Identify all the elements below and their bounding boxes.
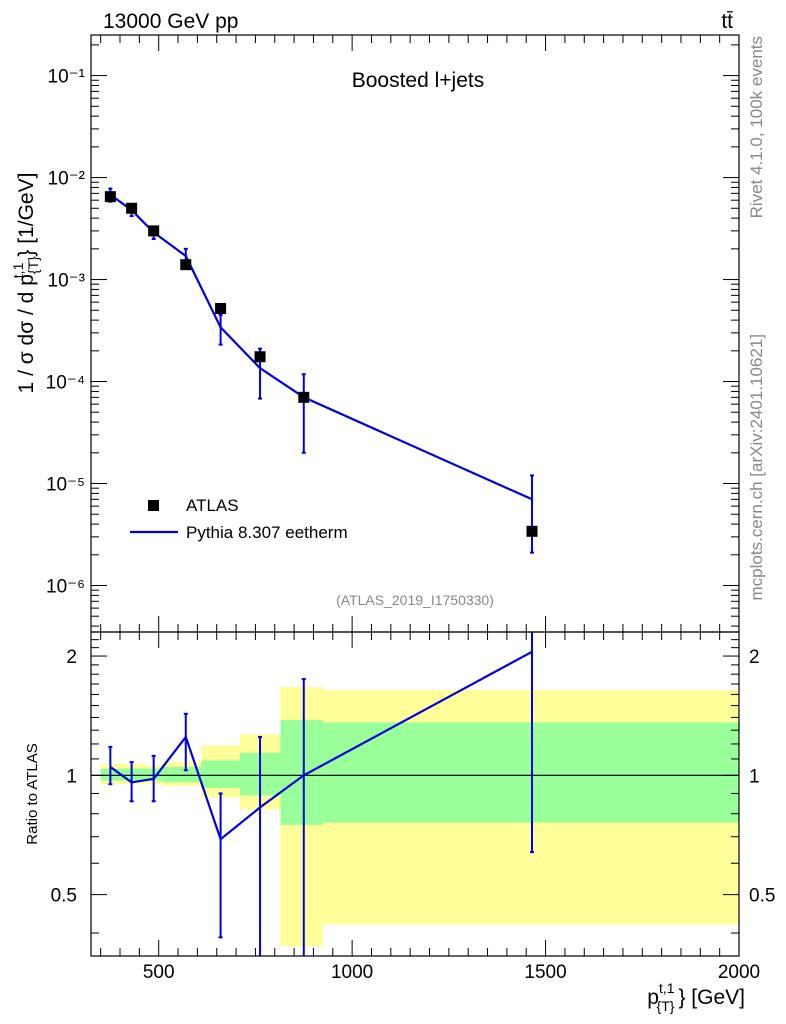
ratio-panel: 0.5 0.5 1 1 2 2 500 1000 1500 2000 Ratio to ATLAS… (24, 631, 775, 1014)
main-frame (90, 34, 740, 633)
main-y-tick-label: 10⁻⁴ (46, 373, 85, 394)
legend-atlas-marker (148, 500, 159, 511)
ratio-x-tick-label: 1500 (524, 962, 566, 983)
legend-atlas-label: ATLAS (186, 496, 239, 515)
ratio-band-green (201, 760, 240, 788)
atlas-data-point (526, 525, 538, 537)
main-ylabel: 1 / σ dσ / d p{T}t,1} [1/GeV] (10, 173, 41, 394)
atlas-data-point (215, 303, 227, 315)
energy-label: 13000 GeV pp (103, 10, 238, 33)
legend-pythia-label: Pythia 8.307 eetherm (186, 523, 348, 542)
analysis-id: (ATLAS_2019_I1750330) (336, 592, 494, 608)
main-marks-group (104, 187, 538, 554)
ratio-frame (90, 631, 740, 957)
ratio-ylabel: Ratio to ATLAS (24, 743, 41, 844)
ratio-y-tick-label: 2 (66, 647, 77, 668)
atlas-data-point (148, 225, 160, 237)
source-label: mcplots.cern.ch [arXiv:2401.10621] (747, 334, 766, 600)
ratio-bands-group (100, 687, 739, 947)
legend: ATLAS Pythia 8.307 eetherm (130, 496, 348, 542)
process-label: tt̄ (721, 10, 733, 33)
ratio-y-tick-label: 0.5 (51, 886, 77, 907)
atlas-data-point (254, 351, 266, 363)
ratio-y-tick-label-right: 2 (749, 647, 760, 668)
ratio-y-tick-label-right: 1 (749, 766, 760, 787)
ratio-line (109, 650, 533, 842)
main-panel: 10⁻⁶10⁻⁵10⁻⁴10⁻³10⁻²10⁻¹ Boosted l+jets … (10, 34, 740, 633)
ratio-x-tick-label: 2000 (718, 962, 760, 983)
main-y-tick-label: 10⁻⁶ (46, 577, 85, 598)
ratio-band-green (162, 766, 202, 783)
ratio-x-tick-label: 1000 (331, 962, 373, 983)
rivet-version-label: Rivet 4.1.0, 100k events (747, 36, 766, 218)
main-y-tick-label: 10⁻² (48, 169, 86, 190)
ratio-y-tick-label: 1 (66, 766, 77, 787)
ratio-marks-group (91, 632, 739, 956)
ratio-xlabel: pt,1 {T}} [GeV] (647, 980, 745, 1014)
atlas-data-point (104, 191, 116, 203)
atlas-data-point (126, 202, 138, 214)
ratio-axes-group: 0.5 0.5 1 1 2 2 500 1000 1500 2000 (51, 632, 775, 983)
main-axes-group: 10⁻⁶ 10⁻⁵ 10⁻⁴ 10⁻³ 10⁻² 10⁻¹ (46, 35, 740, 632)
ratio-band-green (280, 719, 324, 825)
pythia-line (109, 193, 533, 501)
atlas-data-point (298, 391, 310, 403)
main-y-tick-label: 10⁻³ (48, 271, 86, 292)
atlas-data-point (180, 259, 192, 271)
main-y-tick-label: 10⁻⁵ (46, 475, 85, 496)
main-y-tick-label: 10⁻¹ (48, 67, 86, 88)
ratio-y-tick-label-right: 0.5 (749, 886, 775, 907)
ratio-x-tick-label: 500 (143, 962, 175, 983)
main-title: Boosted l+jets (352, 69, 485, 92)
